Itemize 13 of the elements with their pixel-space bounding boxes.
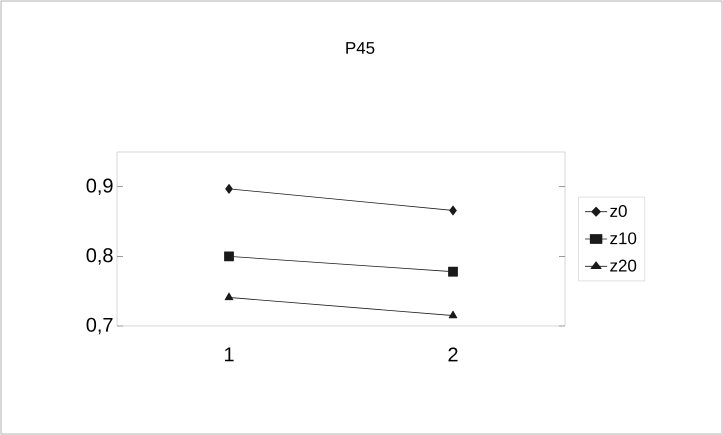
y-tick-label: 0,9: [86, 178, 113, 196]
x-tick-label: 2: [448, 348, 458, 362]
point: [224, 251, 234, 262]
point: [449, 206, 457, 216]
point: [225, 184, 233, 194]
chart-title: P45: [346, 42, 374, 54]
legend-label: z10: [610, 232, 636, 244]
y-tick-label: 0,7: [86, 318, 112, 334]
x-tick-label: 1: [224, 348, 234, 362]
legend-label: z20: [610, 260, 636, 272]
y-tick-label: 0,8: [86, 248, 113, 265]
legend-label: z0: [610, 205, 627, 218]
point: [448, 266, 458, 277]
